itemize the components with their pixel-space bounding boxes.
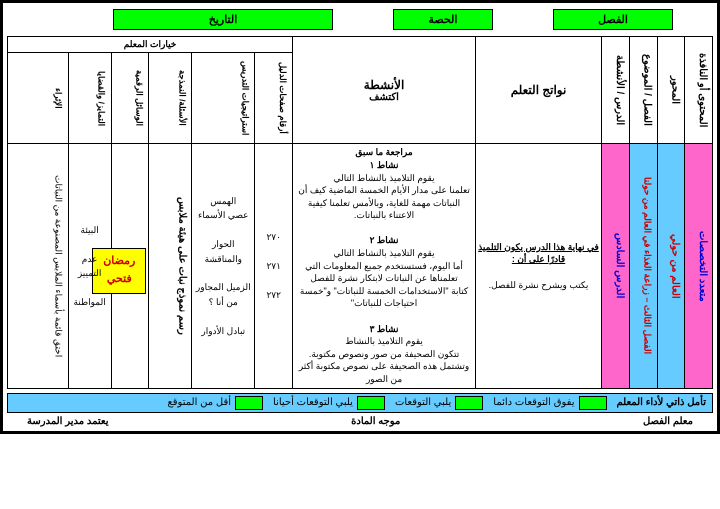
hdr-diff: التمايز/ والقضايا — [95, 65, 109, 132]
hdr-content: المحتوى أو النافذة — [695, 47, 710, 133]
self-eval-row: تأمل ذاتي لأداء المعلم يفوق التوقعات دائ… — [7, 393, 713, 413]
sign-principal: يعتمد مدير المدرسة — [27, 416, 109, 427]
hdr-lesson: الدرس / الأنشطة — [612, 49, 627, 131]
period-box: الحصة — [393, 9, 493, 30]
date-box: التاريخ — [113, 9, 333, 30]
side-axis: العالم من حولي — [667, 228, 682, 305]
hdr-resources: الوسائل الرقمية — [132, 64, 146, 132]
modeling-cell: رسم نموذج نبات على هيئة ملابس — [149, 144, 192, 388]
sign-teacher: معلم الفصل — [643, 416, 693, 427]
side-unit: الفصل الثالث – زراعة الغذاء في العالم من… — [641, 171, 655, 360]
hdr-unit: الفصل / الموضوع — [640, 48, 655, 132]
eval-o1[interactable]: يفوق التوقعات دائما — [493, 396, 606, 410]
eval-title: تأمل ذاتي لأداء المعلم — [617, 397, 706, 408]
class-box: الفصل — [553, 9, 673, 30]
resources-cell: رمضان فتحي — [111, 144, 149, 388]
lesson-plan-table: المحتوى أو النافذة المحور الفصل / الموضو… — [7, 36, 713, 389]
hdr-modeling: الأسئلة/ النمذجة — [175, 64, 189, 132]
side-lesson: الدرس السادس — [612, 227, 627, 304]
signatures-row: معلم الفصل موجه المادة يعتمد مدير المدرس… — [7, 413, 713, 427]
hdr-outcomes: نواتج التعلم — [475, 37, 601, 144]
sign-supervisor: موجه المادة — [351, 416, 400, 427]
enrich-cell: اختق قائمة بأسماء الملابس المصنوعة من ال… — [8, 144, 69, 388]
side-content: متعدد التخصصات — [695, 225, 710, 308]
eval-o3[interactable]: يلبي التوقعات أحيانا — [273, 396, 385, 410]
eval-o4[interactable]: أقل من المتوقع — [167, 396, 263, 410]
hdr-strategies: استراتيجيات التدريس — [238, 55, 252, 141]
eval-o2[interactable]: يلبي التوقعات — [395, 396, 483, 410]
hdr-activities: الأنشطة اكتشف — [293, 37, 476, 144]
hdr-teacher-options: خيارات المعلم — [8, 37, 293, 53]
outcomes-cell: في نهاية هذا الدرس يكون التلميذ قادرًا ع… — [475, 144, 601, 388]
hdr-enrich: الإثراء — [52, 68, 66, 128]
pages-cell: ٢٧٠ ٢٧١ ٢٧٢ — [255, 144, 293, 388]
activities-cell: مراجعة ما سبق نشاط ١ يقوم التلاميذ بالنش… — [293, 144, 476, 388]
header-row: الفصل الحصة التاريخ — [7, 7, 713, 36]
hdr-pages: أرقام صفحات الدليل — [276, 56, 290, 140]
strategies-cell: الهمس عصي الأسماء الحوار والمناقشة الزمي… — [192, 144, 255, 388]
hdr-axis: المحور — [667, 60, 682, 120]
